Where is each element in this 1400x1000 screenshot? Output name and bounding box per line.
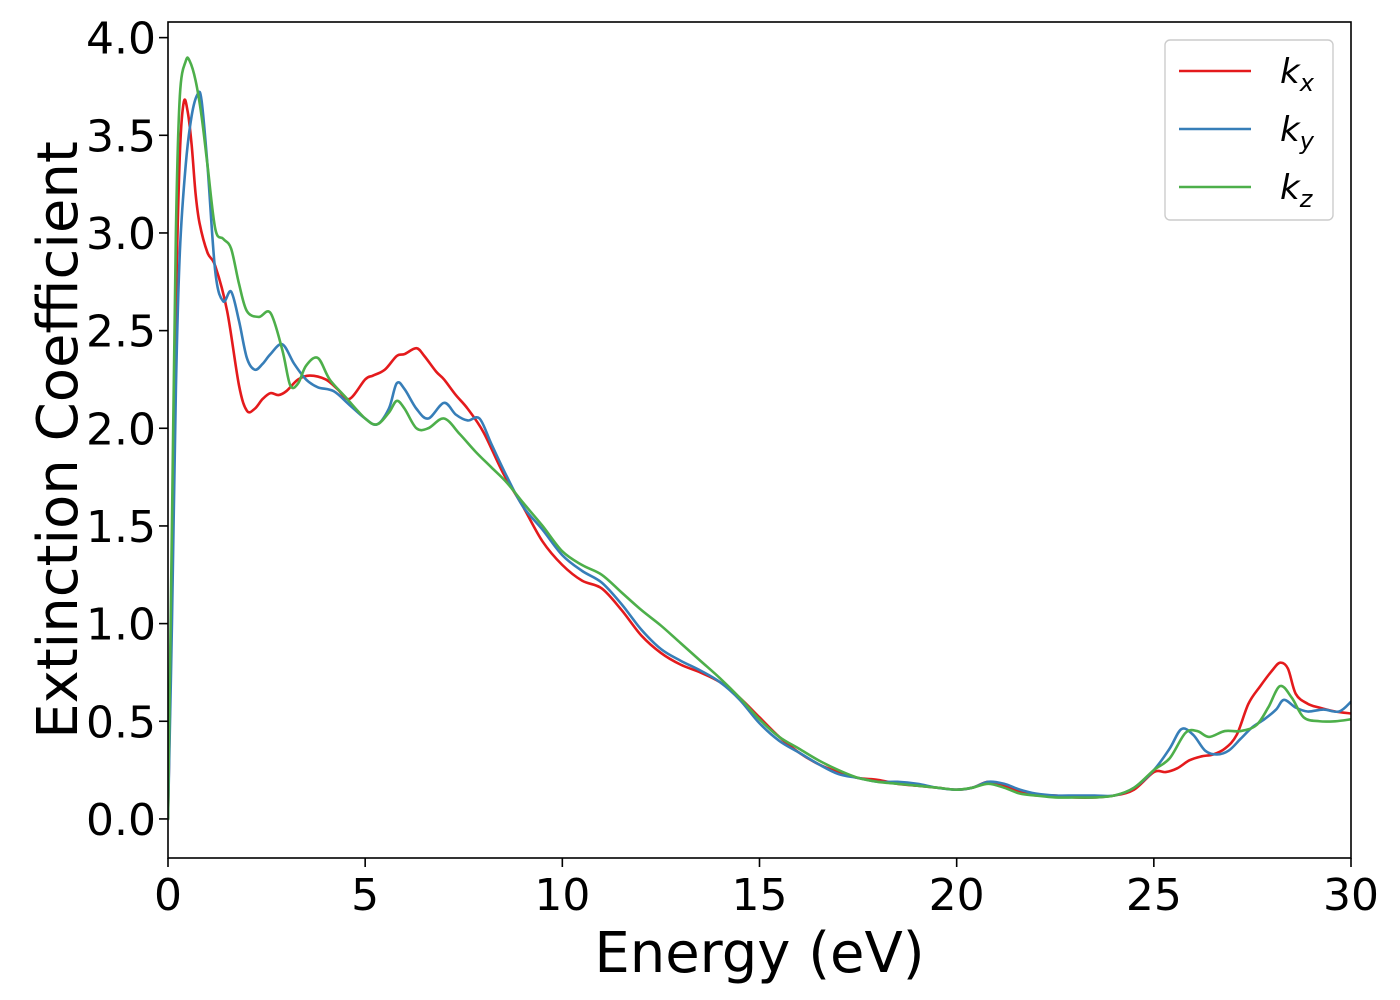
legend-label-main: k	[1280, 168, 1301, 208]
y-tick-label: 4.0	[86, 14, 156, 65]
legend-label-sub: x	[1299, 69, 1315, 97]
y-tick-label: 3.5	[86, 111, 156, 162]
x-tick-label: 20	[929, 870, 985, 921]
y-axis-ticks: 0.0 0.5 1.0 1.5 2.0 2.5 3.0 3.5 4.0	[86, 14, 168, 846]
x-tick-label: 5	[351, 870, 379, 921]
y-tick-label: 2.5	[86, 307, 156, 358]
legend-label-main: k	[1280, 110, 1301, 150]
legend-label-x: kx	[1280, 52, 1315, 97]
series-lines	[168, 56, 1351, 821]
y-tick-label: 0.5	[86, 697, 156, 748]
x-axis-ticks: 0 5 10 15 20 25 30	[154, 858, 1379, 921]
x-tick-label: 0	[154, 870, 182, 921]
legend-label-sub: z	[1299, 185, 1314, 213]
legend-label-z: kz	[1280, 168, 1314, 213]
legend-label-main: k	[1280, 52, 1301, 92]
series-line-z	[168, 56, 1351, 821]
y-tick-label: 1.0	[86, 600, 156, 651]
y-tick-label: 3.0	[86, 209, 156, 260]
x-axis-title: Energy (eV)	[594, 921, 924, 986]
y-tick-label: 0.0	[86, 795, 156, 846]
y-tick-label: 2.0	[86, 404, 156, 455]
series-line-x	[168, 98, 1351, 821]
x-tick-label: 30	[1323, 870, 1379, 921]
series-line-y	[168, 90, 1351, 821]
x-tick-label: 15	[732, 870, 788, 921]
legend-label-y: ky	[1280, 110, 1315, 155]
legend-label-sub: y	[1299, 127, 1315, 155]
x-tick-label: 25	[1126, 870, 1182, 921]
y-axis-title: Extinction Coefficient	[26, 141, 91, 739]
x-tick-label: 10	[534, 870, 590, 921]
y-tick-label: 1.5	[86, 502, 156, 553]
